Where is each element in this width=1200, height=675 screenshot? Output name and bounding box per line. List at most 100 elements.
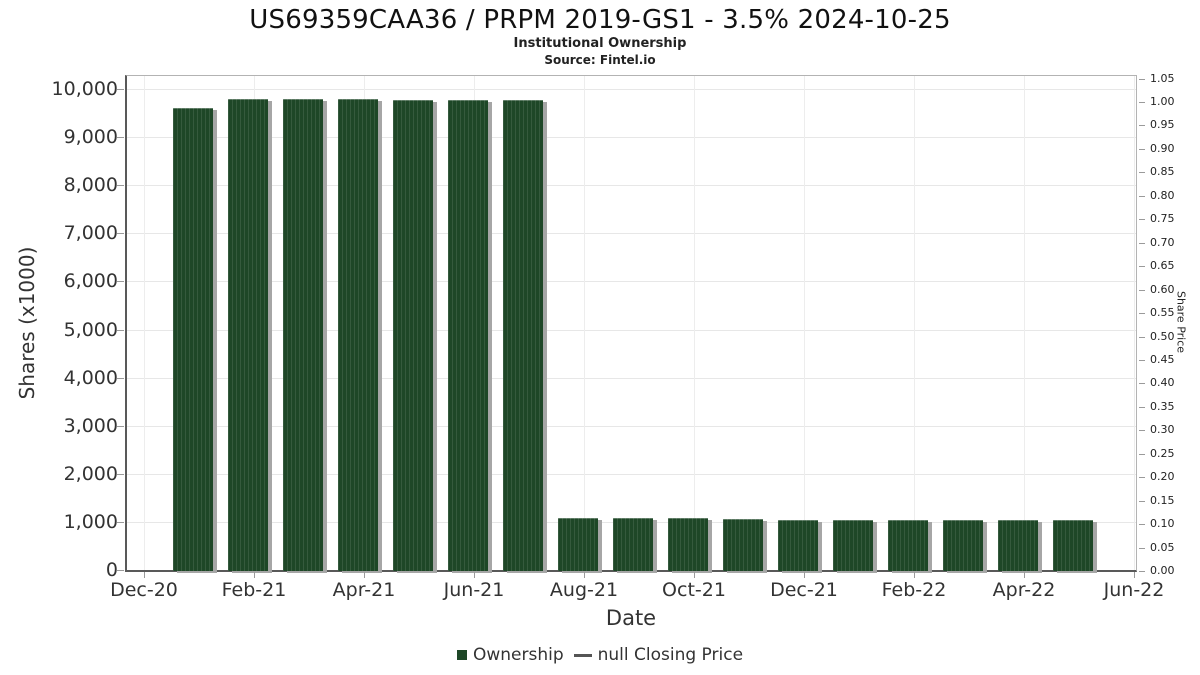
right-axis-tick-mark	[1139, 313, 1145, 315]
y-axis-tick-mark	[117, 137, 124, 139]
y-axis-tick-mark	[117, 377, 124, 379]
x-axis-tick-label: Apr-21	[332, 579, 396, 601]
right-axis-tick-mark	[1139, 195, 1145, 197]
right-axis-tick-mark	[1139, 453, 1145, 455]
y-gridline	[127, 137, 1136, 139]
x-axis-tick-mark	[254, 572, 255, 578]
bar-Aug-21[interactable]	[558, 517, 598, 571]
x-gridline	[584, 76, 585, 570]
right-axis-tick-mark	[1139, 547, 1145, 549]
right-axis-tick-label: 1.00	[1150, 95, 1175, 108]
right-axis-tick-label: 0.50	[1150, 329, 1175, 343]
right-axis-tick-label: 0.90	[1150, 141, 1175, 155]
right-axis-tick-label: 0.55	[1150, 306, 1175, 320]
legend-label-closing-price: null Closing Price	[597, 645, 744, 665]
bar-Dec-21[interactable]	[778, 519, 818, 571]
y-gridline	[127, 185, 1136, 187]
bar-Jan-21[interactable]	[173, 107, 213, 571]
x-gridline	[1134, 76, 1135, 570]
right-axis-tick-mark	[1139, 242, 1145, 244]
bar-Jan-22[interactable]	[833, 519, 873, 571]
right-axis-tick-mark	[1139, 571, 1145, 572]
bar-Feb-22[interactable]	[888, 520, 928, 571]
bar-Jun-21[interactable]	[448, 99, 488, 571]
y-gridline	[127, 425, 1136, 427]
chart-source: Source: Fintel.io	[544, 53, 656, 67]
right-axis-tick-label: 0.80	[1150, 188, 1175, 202]
right-axis-tick-label: 0.95	[1150, 118, 1175, 132]
x-axis-tick-label: Jun-21	[443, 579, 505, 601]
chart-title: US69359CAA36 / PRPM 2019-GS1 - 3.5% 2024…	[249, 5, 951, 35]
x-axis-tick-label: Dec-20	[110, 579, 178, 601]
right-axis-tick-label: 0.25	[1150, 446, 1175, 460]
y-axis-tick-label: 1,000	[63, 510, 118, 533]
y-axis-tick-mark	[117, 89, 124, 90]
bar-Apr-21[interactable]	[338, 99, 378, 571]
bar-May-21[interactable]	[393, 99, 433, 571]
x-axis-tick-mark	[804, 572, 805, 578]
right-axis-tick-label: 0.65	[1150, 259, 1175, 273]
right-axis-tick-mark	[1139, 148, 1145, 150]
right-axis-tick-label: 0.40	[1150, 376, 1175, 390]
x-axis-tick-label: Oct-21	[662, 579, 726, 601]
right-axis-tick-label: 0.30	[1150, 423, 1175, 437]
right-axis-tick-label: 0.60	[1150, 282, 1175, 296]
x-axis-tick-label: Aug-21	[549, 579, 619, 601]
bar-Oct-21[interactable]	[668, 518, 708, 571]
legend-label-ownership: Ownership	[472, 645, 564, 665]
x-axis-tick-label: Feb-22	[881, 579, 947, 601]
right-axis-tick-mark	[1139, 383, 1145, 385]
x-axis-tick-mark	[1024, 572, 1025, 578]
bar-Nov-21[interactable]	[723, 519, 763, 571]
right-axis-tick-label: 1.05	[1150, 71, 1175, 85]
y-axis-tick-mark	[117, 185, 124, 187]
plot-area	[125, 75, 1137, 572]
y-axis-tick-label: 7,000	[63, 222, 118, 245]
right-axis-tick-mark	[1139, 406, 1145, 408]
bar-Mar-21[interactable]	[283, 99, 323, 571]
right-axis-tick-mark	[1139, 336, 1145, 338]
x-axis-tick-label: Dec-21	[770, 579, 838, 601]
y-gridline	[127, 233, 1136, 235]
x-axis-tick-label: Jun-22	[1103, 579, 1165, 601]
right-axis-tick-label: 0.00	[1150, 564, 1175, 577]
y-gridline	[127, 89, 1136, 90]
right-axis-tick-mark	[1139, 500, 1145, 502]
right-axis-tick-mark	[1139, 477, 1145, 479]
x-gridline	[804, 76, 805, 570]
bar-May-22[interactable]	[1053, 520, 1093, 571]
y-axis-tick-mark	[117, 521, 124, 523]
x-axis-tick-mark	[584, 572, 585, 578]
right-axis-tick-label: 0.75	[1150, 212, 1175, 226]
x-axis-tick-label: Feb-21	[221, 579, 287, 601]
y-axis-tick-label: 9,000	[63, 126, 118, 149]
y-axis-tick-label: 4,000	[63, 366, 118, 389]
right-axis-tick-mark	[1139, 266, 1145, 268]
y-axis-tick-label: 2,000	[63, 462, 118, 485]
x-axis-tick-mark	[694, 572, 695, 578]
y-axis-tick-label: 5,000	[63, 318, 118, 341]
bar-Sep-21[interactable]	[613, 518, 653, 571]
right-axis-tick-label: 0.15	[1150, 493, 1175, 507]
y-axis-tick-label: 3,000	[63, 414, 118, 437]
y-axis-tick-label: 8,000	[63, 174, 118, 197]
bar-Jul-21[interactable]	[503, 99, 543, 571]
bar-Feb-21[interactable]	[228, 98, 268, 571]
legend-item-closing-price[interactable]: null Closing Price	[573, 645, 744, 665]
right-axis-tick-label: 0.35	[1150, 399, 1175, 413]
right-axis-tick-mark	[1139, 102, 1145, 103]
y-axis-tick-mark	[117, 570, 124, 571]
y-axis-tick-mark	[117, 473, 124, 475]
y-axis-tick-mark	[117, 233, 124, 235]
x-gridline	[1024, 76, 1025, 570]
bar-Apr-22[interactable]	[998, 520, 1038, 571]
legend-item-ownership[interactable]: Ownership	[456, 645, 564, 665]
bar-Mar-22[interactable]	[943, 520, 983, 571]
right-axis-tick-label: 0.45	[1150, 352, 1175, 366]
legend: Ownership null Closing Price	[0, 645, 1200, 665]
y-gridline	[127, 377, 1136, 379]
right-axis-tick-mark	[1139, 430, 1145, 432]
y-axis-tick-mark	[117, 281, 124, 283]
x-axis-title: Date	[605, 606, 657, 630]
x-axis-tick-mark	[364, 572, 365, 578]
